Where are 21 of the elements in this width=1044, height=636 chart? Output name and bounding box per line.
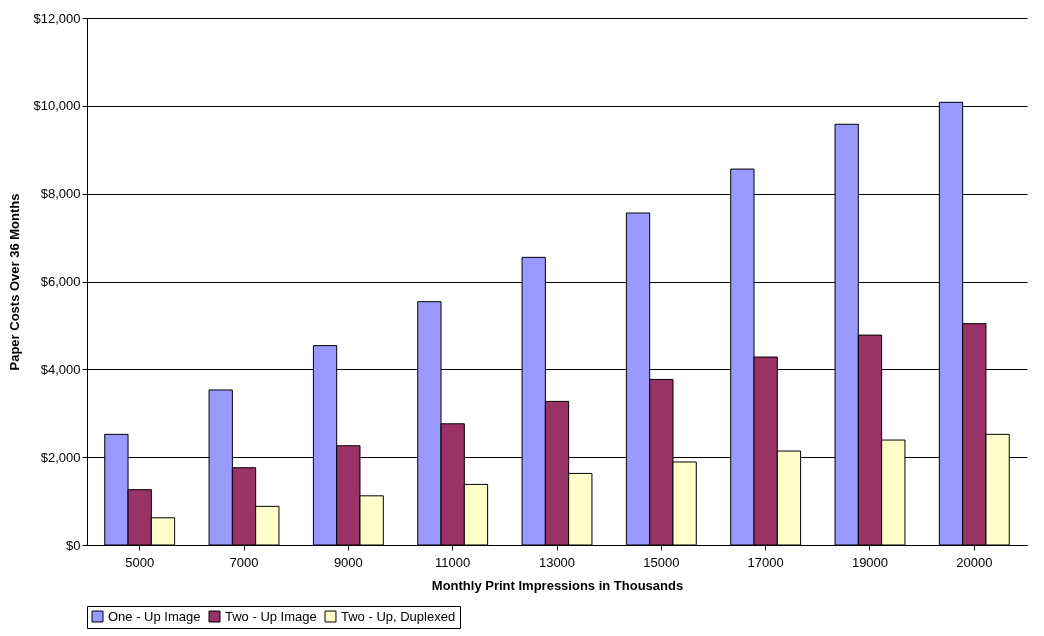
y-tick-label: $8,000 — [40, 186, 81, 202]
x-tick-label: 19000 — [851, 554, 889, 570]
y-tick-label: $0 — [66, 537, 81, 553]
y-tick-label: $2,000 — [40, 449, 81, 465]
y-axis-title: Paper Costs Over 36 Months — [6, 193, 22, 371]
x-tick-label: 15000 — [643, 554, 680, 570]
legend-label: Two - Up Image — [225, 608, 317, 624]
x-tick-label: 5000 — [125, 554, 155, 570]
x-axis-title: Monthly Print Impressions in Thousands — [431, 577, 684, 593]
y-tick-label: $4,000 — [40, 361, 81, 377]
y-tick-label: $10,000 — [33, 98, 81, 114]
x-tick-label: 20000 — [956, 554, 993, 570]
legend-label: Two - Up, Duplexed — [341, 608, 456, 624]
x-tick-label: 17000 — [747, 554, 784, 570]
y-tick-label: $12,000 — [33, 10, 81, 26]
x-tick-label: 7000 — [229, 554, 259, 570]
x-tick-label: 9000 — [333, 554, 363, 570]
x-tick-label: 13000 — [538, 554, 576, 570]
y-tick-label: $6,000 — [40, 274, 81, 289]
x-tick-label: 11000 — [435, 554, 471, 570]
legend-label: One - Up Image — [108, 608, 201, 624]
